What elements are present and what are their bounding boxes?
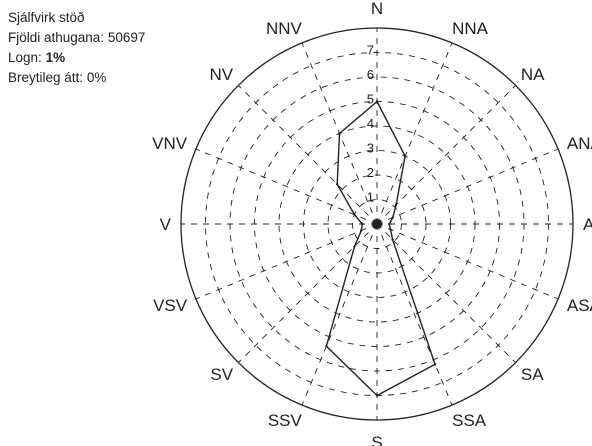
observations-line: Fjöldi athugana: 50697 [8,28,145,48]
spoke-vnv [195,148,378,225]
spoke-sa [376,223,516,363]
direction-label-vsv: VSV [153,296,188,315]
series-polygon-0 [325,100,436,397]
direction-label-n: N [371,0,383,18]
data-point-a [388,222,391,226]
data-point-asa [389,228,392,231]
data-point-ssa [433,363,437,366]
direction-label-v: V [160,215,172,234]
spoke-asa [376,223,559,300]
direction-label-na: NA [521,65,545,84]
station-name: Sjálfvirk stöð [8,10,85,25]
data-point-s [375,394,379,397]
ring-label-1: 1 [367,190,374,205]
data-point-vsv [360,229,363,232]
data-point-vnv [353,213,356,216]
direction-label-nv: NV [209,65,233,84]
data-point-n [375,100,379,103]
direction-label-nna: NNA [452,19,489,38]
direction-label-asa: ASA [567,296,592,315]
ring-label-3: 3 [367,141,374,156]
direction-label-ana: ANA [567,134,592,153]
calm-line: Logn: 1% [8,48,145,68]
data-point-na [394,203,398,207]
center-dot [372,219,382,229]
data-point-v [361,222,364,226]
data-point-nna [403,154,407,158]
data-point-sa [391,238,394,241]
variable-direction-label: Breytileg átt: [8,70,84,85]
direction-label-sa: SA [521,365,544,384]
spoke-sv [238,223,378,363]
data-point-ana [391,216,394,219]
direction-label-nnv: NNV [266,19,303,38]
data-point-nnv [338,132,341,135]
observations-label: Fjöldi athugana: [8,30,105,45]
ring-label-5: 5 [367,92,374,107]
ring-label-2: 2 [367,165,374,180]
direction-label-vnv: VNV [152,134,188,153]
spoke-nv [238,85,378,225]
observations-value: 50697 [107,30,146,45]
direction-label-s: S [371,433,382,446]
calm-value: 1% [45,50,66,65]
wind-rose-grid [180,27,574,421]
calm-label: Logn: [8,50,42,65]
variable-direction-line: Breytileg átt: 0% [8,68,145,88]
data-point-sv [353,245,356,248]
direction-label-ssv: SSV [268,411,303,430]
spoke-vsv [195,223,378,300]
wind-rose-labels: 1 2 3 4 5 6 7 N NNA NA ANA A ASA SA SSA S SSV SV VSV V VNV NV… [152,0,592,446]
direction-label-sv: SV [210,365,233,384]
spoke-ana [376,148,559,225]
spoke-ssa [376,223,453,406]
wind-rose-series [325,100,437,397]
spoke-ssv [301,223,378,406]
variable-direction-value: 0% [86,70,107,85]
data-point-ssv [325,345,328,348]
spoke-nna [376,42,453,225]
ring-label-4: 4 [367,116,374,131]
ring-label-6: 6 [367,67,374,82]
direction-label-a: A [583,215,592,234]
data-point-nv [336,183,339,186]
direction-label-ssa: SSA [452,411,487,430]
ring-label-7: 7 [367,43,374,58]
station-info: Sjálfvirk stöð Fjöldi athugana: 50697 Lo… [8,8,145,88]
spoke-na [376,85,516,225]
